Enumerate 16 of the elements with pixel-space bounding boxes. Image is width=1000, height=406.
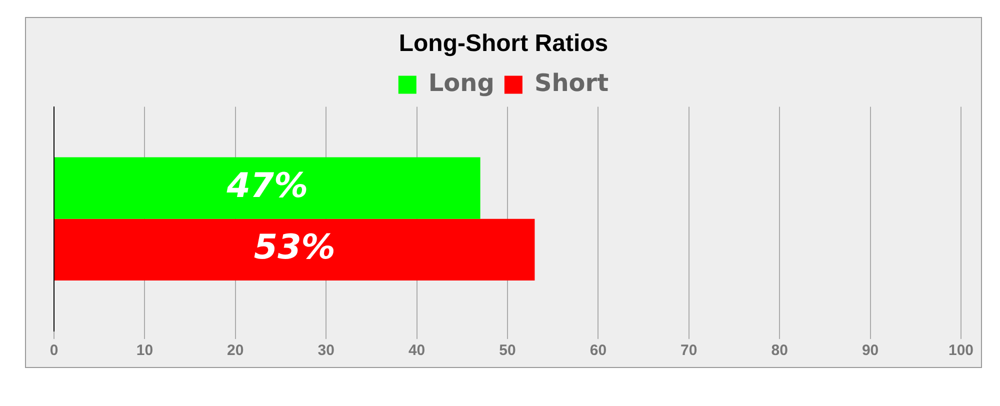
- x-tick-label: 90: [862, 342, 879, 360]
- x-tick-label: 60: [590, 342, 607, 360]
- x-tick-label: 10: [136, 342, 154, 360]
- data-label: 53%: [254, 228, 336, 268]
- chart-title: Long-Short Ratios: [398, 30, 608, 58]
- x-tick-label: 80: [771, 342, 788, 360]
- data-label: 47%: [226, 166, 308, 206]
- x-tick-label: 40: [408, 342, 426, 360]
- x-tick-label: 20: [227, 342, 244, 360]
- x-tick-label: 30: [318, 342, 334, 360]
- legend-label: Long: [428, 69, 494, 98]
- legend-label: Short: [534, 69, 609, 98]
- x-tick-label: 50: [499, 342, 516, 360]
- x-tick-label: 70: [680, 342, 698, 360]
- x-tick-label: 100: [948, 342, 974, 360]
- x-tick-label: 0: [50, 342, 58, 360]
